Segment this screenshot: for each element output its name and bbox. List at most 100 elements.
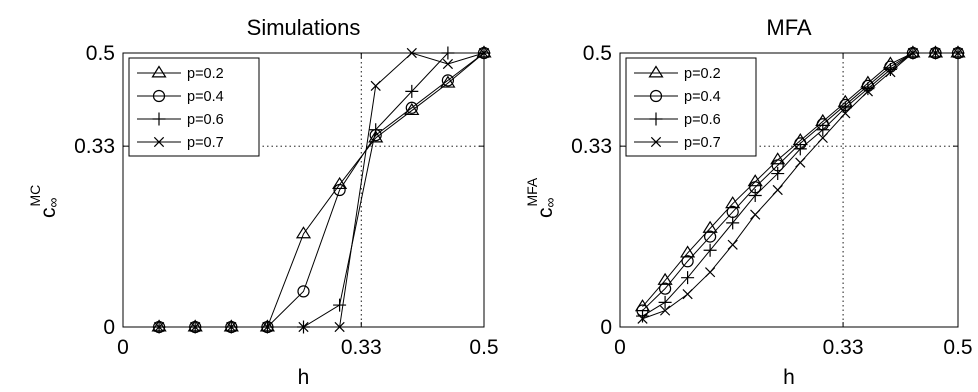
- data-point: [862, 86, 873, 97]
- data-point: [682, 289, 693, 300]
- data-point: [332, 176, 348, 190]
- data-point: [440, 75, 456, 88]
- data-point: [702, 220, 718, 233]
- y-tick-label: 0.33: [74, 135, 115, 158]
- data-point: [885, 67, 896, 78]
- legend: p=0.2 p=0.4 p=0.6 p=0.7: [128, 57, 260, 157]
- x-tick-label: 0: [614, 336, 626, 359]
- data-point: [370, 80, 381, 91]
- x-tick-label: 0: [117, 336, 129, 359]
- legend-marker: [151, 65, 167, 78]
- data-point: [298, 321, 309, 333]
- data-point: [406, 47, 417, 59]
- data-point: [772, 184, 783, 196]
- x-axis-label: h: [298, 366, 310, 389]
- legend-label: p=0.4: [684, 89, 721, 105]
- data-point: [404, 102, 420, 116]
- mfa-panel: 0 0.33 0.500.330.5MFAhc∞MFAp=0.2p=0.4p=0.6…: [524, 15, 973, 389]
- data-point: [703, 243, 717, 257]
- y-label-main: c: [37, 208, 60, 219]
- data-point: [907, 47, 919, 59]
- data-point: [637, 313, 648, 324]
- data-point: [441, 46, 455, 60]
- data-point: [750, 209, 761, 220]
- data-point: [297, 285, 310, 298]
- data-point: [636, 309, 650, 323]
- series-line: [159, 52, 485, 328]
- data-point: [659, 305, 671, 316]
- data-point: [442, 58, 454, 70]
- data-point: [190, 321, 201, 333]
- data-point: [153, 321, 165, 333]
- data-point: [681, 271, 695, 285]
- data-point: [657, 272, 673, 285]
- legend-marker: [648, 65, 664, 78]
- y-tick-label: 0.5: [583, 42, 612, 65]
- data-point: [861, 82, 875, 96]
- y-tick-label: 0.5: [86, 42, 115, 65]
- data-point: [883, 62, 897, 76]
- data-point: [930, 47, 941, 59]
- chart-title: Simulations: [247, 15, 361, 40]
- y-label-superscript: MC: [27, 185, 43, 207]
- data-point: [333, 183, 346, 197]
- legend-label: p=0.2: [187, 66, 224, 82]
- y-axis-label: c∞MFA: [524, 177, 558, 218]
- legend-box: [625, 57, 757, 157]
- legend-label: p=0.6: [684, 112, 721, 128]
- series-line: [642, 52, 958, 308]
- data-point: [368, 130, 384, 143]
- data-point: [748, 188, 762, 202]
- data-point: [680, 245, 696, 258]
- series-p=0.7: [637, 47, 964, 324]
- data-point: [262, 321, 273, 333]
- legend-label: p=0.2: [684, 66, 721, 82]
- data-point: [405, 101, 418, 114]
- data-point: [727, 239, 738, 250]
- y-axis-label: c∞MC: [27, 185, 61, 218]
- y-tick-label: 0: [103, 316, 115, 339]
- y-label-superscript: MFA: [524, 177, 540, 206]
- data-point: [705, 267, 716, 278]
- data-point: [817, 132, 828, 144]
- x-tick-label: 0.5: [943, 336, 972, 359]
- data-point: [681, 255, 694, 268]
- y-label-subscript: ∞: [542, 198, 558, 208]
- legend-marker: [650, 136, 662, 148]
- legend-marker: [152, 89, 166, 103]
- x-tick-label: 0.33: [341, 336, 382, 359]
- y-label-subscript: ∞: [45, 198, 61, 208]
- data-point: [478, 47, 490, 59]
- y-label-main: c: [534, 208, 557, 219]
- data-point: [405, 84, 419, 98]
- data-point: [703, 230, 717, 243]
- data-point: [658, 295, 672, 309]
- data-point: [658, 282, 672, 295]
- data-point: [369, 123, 383, 137]
- simulations-panel: 0 0.33 0.500.330.5Simulationshc∞MCp=0.2p=0…: [27, 15, 499, 389]
- data-point: [840, 108, 851, 119]
- legend: p=0.2 p=0.4 p=0.6 p=0.7: [625, 57, 757, 157]
- legend-label: p=0.7: [684, 135, 721, 151]
- data-point: [333, 298, 347, 312]
- data-point: [334, 321, 345, 333]
- legend-box: [128, 57, 260, 157]
- legend-marker: [153, 136, 165, 148]
- x-tick-label: 0.33: [823, 336, 864, 359]
- data-point: [726, 216, 740, 230]
- y-tick-label: 0.33: [571, 135, 612, 158]
- data-point: [441, 74, 455, 87]
- data-point: [770, 152, 786, 165]
- data-point: [952, 47, 964, 59]
- data-point: [793, 142, 807, 156]
- chart-title: MFA: [766, 15, 812, 40]
- data-point: [725, 196, 741, 209]
- legend-label: p=0.7: [187, 135, 224, 151]
- legend-marker: [649, 89, 663, 103]
- y-tick-label: 0: [600, 316, 612, 339]
- data-point: [771, 167, 785, 181]
- series-p=0.7: [153, 47, 490, 333]
- data-point: [295, 226, 312, 239]
- data-point: [816, 123, 830, 137]
